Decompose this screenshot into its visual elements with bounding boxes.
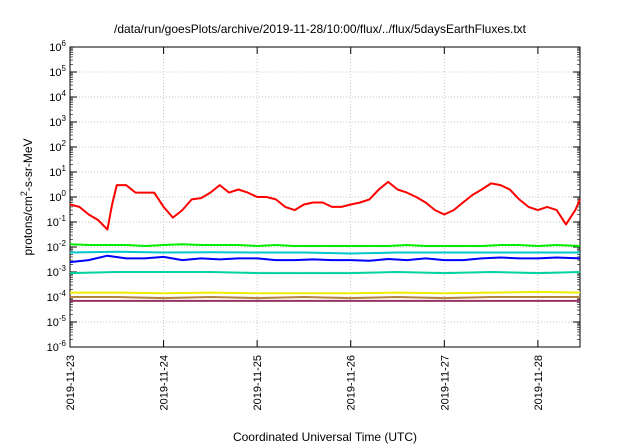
x-tick-label: 2019-11-23	[65, 355, 77, 410]
series-line-1	[69, 243, 581, 247]
grid-lines	[70, 47, 580, 347]
y-tick-label: 10-1	[47, 214, 67, 229]
y-tick-label: 10-2	[47, 239, 67, 254]
series-line-6	[70, 296, 580, 300]
y-tick-label: 101	[49, 164, 66, 179]
x-tick-label: 2019-11-26	[346, 355, 358, 410]
y-tick-label: 10-6	[47, 339, 67, 354]
y-tick-label: 10-3	[47, 264, 67, 279]
series-line-5	[70, 290, 581, 295]
y-axis-label: protons/cm2-s-sr-MeV	[19, 138, 35, 255]
axis-ticks	[69, 46, 580, 348]
y-tick-label: 106	[49, 39, 66, 54]
data-series	[69, 180, 581, 302]
x-tick-label: 2019-11-25	[252, 355, 264, 410]
y-tick-label: 102	[49, 139, 66, 154]
x-tick-label: 2019-11-27	[439, 355, 451, 410]
series-line-0	[69, 180, 581, 231]
series-line-2	[69, 250, 580, 255]
y-tick-label: 100	[49, 189, 66, 204]
x-tick-label: 2019-11-24	[159, 355, 171, 410]
y-tick-label: 103	[49, 114, 66, 129]
y-tick-labels: 10-6 10-5 10-4 10-3 10-2 10-1 100 101 102 103 104 1…	[47, 39, 67, 354]
chart-title: /data/run/goesPlots/archive/2019-11-28/1…	[114, 22, 527, 36]
series-line-4	[69, 271, 581, 275]
y-tick-label: 10-5	[47, 314, 67, 329]
y-tick-label: 104	[49, 89, 66, 104]
y-tick-label: 10-4	[47, 289, 67, 304]
x-tick-label: 2019-11-28	[533, 355, 545, 410]
x-axis-label: Coordinated Universal Time (UTC)	[233, 430, 417, 444]
x-tick-labels: 2019-11-23 2019-11-24 2019-11-25 2019-11-26…	[65, 355, 545, 410]
series-line-3	[69, 254, 581, 264]
y-tick-label: 105	[49, 64, 66, 79]
